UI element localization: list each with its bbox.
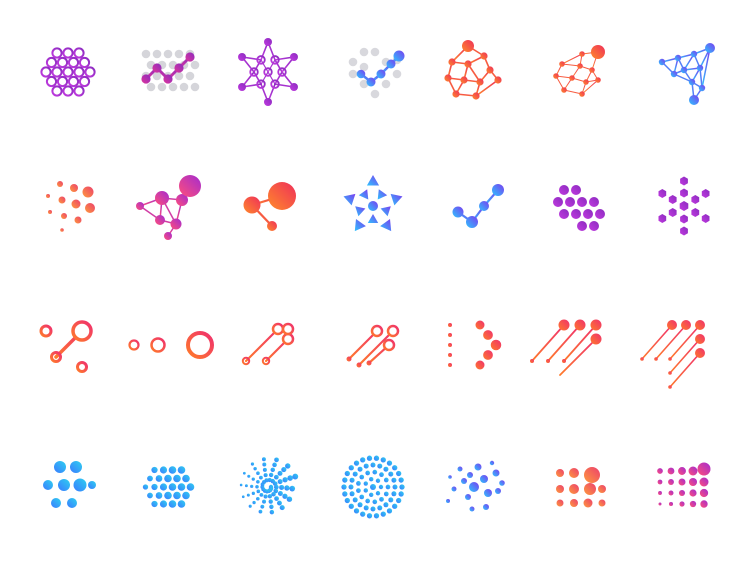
icon-chain-nodes	[452, 184, 504, 228]
icon-hex-flower	[658, 176, 710, 236]
icon-diagonal-pins-3	[346, 324, 400, 368]
icon-fading-dots	[46, 181, 95, 232]
icon-diamond-dots	[553, 185, 605, 231]
icon-node-graph	[136, 175, 201, 240]
icon-dot-spiral	[239, 457, 299, 515]
icon-parallel-pins	[530, 319, 602, 376]
icon-three-nodes	[243, 182, 296, 231]
icon-hex-dots-large	[43, 461, 96, 508]
icon-hex-dots-dense	[142, 466, 195, 508]
icon-dot-grid-fade	[657, 462, 711, 508]
icon-triangle-network	[444, 40, 502, 100]
icon-branch-rings	[39, 320, 93, 373]
icon-star-network	[238, 38, 298, 106]
icon-concentric-dots	[341, 455, 405, 519]
icon-scatter-burst	[446, 460, 505, 512]
icons-layer	[39, 38, 715, 519]
icon-dot-grid-path	[348, 47, 405, 99]
icon-thin-network	[553, 45, 605, 97]
icon-diagonal-pins-2	[241, 322, 295, 366]
icon-triangle-mesh	[658, 43, 715, 105]
icon-square-dot-grid	[556, 467, 606, 508]
icon-ring-chain	[128, 331, 214, 359]
icon-triangle-star	[343, 175, 403, 232]
icon-arrow-lines	[448, 320, 502, 370]
icon-ring-hex-cluster	[40, 47, 96, 97]
icon-dot-grid-zigzag	[141, 49, 200, 92]
icon-parallel-pins-dense	[640, 320, 705, 389]
